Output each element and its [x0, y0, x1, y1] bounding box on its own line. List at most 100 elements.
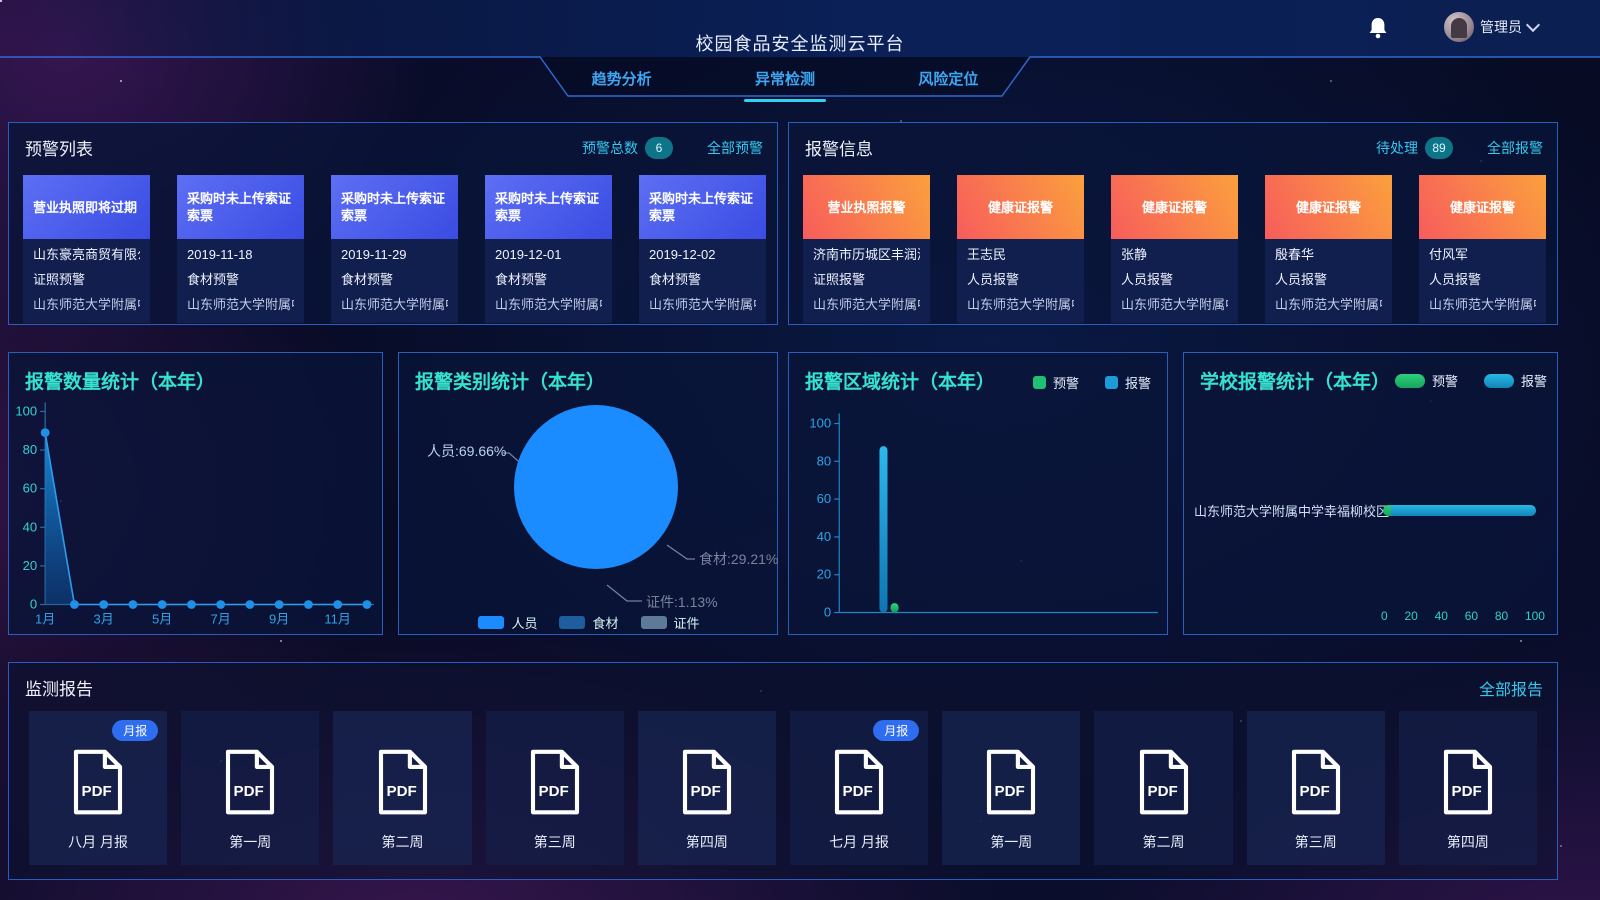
alarm-card-line2: 人员报警 [967, 272, 1020, 287]
page-title: 校园食品安全监测云平台 [695, 34, 905, 54]
alarm-card-title: 营业执照报警 [803, 175, 930, 239]
alarm-card-title: 健康证报警 [1111, 175, 1238, 239]
tab-label: 风险定位 [918, 70, 979, 88]
report-card[interactable]: 月报 PDF 七月 月报 [790, 711, 929, 865]
svg-text:3月: 3月 [94, 612, 114, 627]
report-card[interactable]: PDF 第三周 [485, 711, 624, 865]
pie-legend: 人员 食材 证件 [399, 613, 779, 632]
alarm-card[interactable]: 营业执照报警 济南市历城区丰润源... 证照报警 山东师范大学附属中... [803, 175, 930, 323]
alarm-region-chart-panel: 报警区域统计（本年） 预警 报警 0 20 40 60 80 100 [788, 352, 1168, 635]
alarm-pending-badge: 89 [1425, 136, 1453, 159]
pie-label-cert: 证件:1.13% [646, 594, 718, 610]
alarm-card-line3: 山东师范大学附属中... [1121, 297, 1228, 312]
warning-card-line3: 山东师范大学附属中... [649, 297, 756, 312]
pdf-icon: PDF [226, 749, 275, 815]
tab-label: 异常检测 [754, 70, 815, 88]
svg-text:PDF: PDF [538, 783, 568, 800]
user-menu[interactable]: 管理员 [1444, 12, 1541, 42]
warning-card-line2: 食材预警 [649, 272, 702, 287]
reports-panel: 监测报告 全部报告 月报 PDF 八月 月报 PDF 第一周 PDF 第二周 [8, 662, 1558, 880]
warning-card-line3: 山东师范大学附属中... [495, 297, 602, 312]
svg-text:PDF: PDF [995, 783, 1025, 800]
alarm-count-chart-title: 报警数量统计（本年） [25, 372, 216, 393]
legend-item-alarm[interactable]: 报警 [1104, 373, 1151, 392]
alarm-region-chart-title: 报警区域统计（本年） [805, 372, 996, 393]
report-label: 第三周 [533, 834, 576, 850]
svg-text:PDF: PDF [1147, 783, 1177, 800]
legend-item-cert[interactable]: 证件 [640, 613, 700, 632]
warning-cards: 营业执照即将过期 山东豪亮商贸有限公司 证照预警 山东师范大学附属中... 采购… [23, 175, 766, 323]
report-cards: 月报 PDF 八月 月报 PDF 第一周 PDF 第二周 PDF [29, 711, 1538, 865]
alarm-card-title: 健康证报警 [1265, 175, 1392, 239]
warning-card-line2: 证照预警 [33, 272, 86, 287]
svg-text:PDF: PDF [386, 783, 416, 800]
tab-risk-location[interactable]: 风险定位 [916, 64, 980, 93]
report-card[interactable]: PDF 第二周 [333, 711, 472, 865]
warning-card-line2: 食材预警 [341, 272, 394, 287]
svg-text:80: 80 [23, 442, 38, 457]
report-card[interactable]: PDF 第三周 [1246, 711, 1385, 865]
alarm-card[interactable]: 健康证报警 王志民 人员报警 山东师范大学附属中... [957, 175, 1084, 323]
user-name: 管理员 [1480, 19, 1522, 35]
warning-card[interactable]: 采购时未上传索证索票 2019-11-29 食材预警 山东师范大学附属中... [331, 175, 458, 323]
report-label: 第二周 [1142, 834, 1185, 850]
svg-text:PDF: PDF [690, 783, 720, 800]
svg-text:PDF: PDF [843, 783, 873, 800]
warning-card[interactable]: 采购时未上传索证索票 2019-12-01 食材预警 山东师范大学附属中... [485, 175, 612, 323]
school-name-label: 山东师范大学附属中学幸福柳校区 [1194, 504, 1390, 519]
alarm-card[interactable]: 健康证报警 张静 人员报警 山东师范大学附属中... [1111, 175, 1238, 323]
alarm-cards: 营业执照报警 济南市历城区丰润源... 证照报警 山东师范大学附属中... 健康… [803, 175, 1546, 323]
school-bar-row: 山东师范大学附属中学幸福柳校区 [1194, 501, 1545, 520]
alarm-card-line3: 山东师范大学附属中... [813, 297, 920, 312]
report-card[interactable]: PDF 第一周 [181, 711, 320, 865]
legend-item-food[interactable]: 食材 [559, 613, 619, 632]
report-badge: 月报 [112, 720, 159, 741]
alarm-card-line1: 张静 [1121, 247, 1148, 262]
report-card[interactable]: 月报 PDF 八月 月报 [29, 711, 168, 865]
all-warnings-link[interactable]: 全部预警 [707, 139, 763, 156]
school-alarm-chart-panel: 学校报警统计（本年） 预警 报警 山东师范大学附属中学幸福柳校区 0 20 40 60… [1183, 352, 1558, 635]
alarm-card[interactable]: 健康证报警 付风军 人员报警 山东师范大学附属中... [1419, 175, 1546, 323]
legend-item-warning[interactable]: 预警 [1394, 371, 1458, 390]
legend-item-warning[interactable]: 预警 [1032, 373, 1079, 392]
warning-card-line2: 食材预警 [187, 272, 240, 287]
warning-card-title: 采购时未上传索证索票 [485, 175, 612, 239]
warning-card-title: 采购时未上传索证索票 [639, 175, 766, 239]
alarm-card[interactable]: 健康证报警 殷春华 人员报警 山东师范大学附属中... [1265, 175, 1392, 323]
pdf-icon: PDF [1291, 749, 1340, 815]
pdf-icon: PDF [1443, 749, 1492, 815]
reports-panel-title: 监测报告 [25, 680, 93, 699]
legend-item-alarm[interactable]: 报警 [1483, 371, 1547, 390]
report-card[interactable]: PDF 第二周 [1094, 711, 1233, 865]
pdf-icon: PDF [1139, 749, 1188, 815]
svg-text:60: 60 [817, 491, 832, 506]
warning-card[interactable]: 采购时未上传索证索票 2019-11-18 食材预警 山东师范大学附属中... [177, 175, 304, 323]
report-card[interactable]: PDF 第四周 [637, 711, 777, 865]
report-card[interactable]: PDF 第一周 [942, 711, 1081, 865]
alarm-card-line3: 山东师范大学附属中... [1275, 297, 1382, 312]
warning-card[interactable]: 营业执照即将过期 山东豪亮商贸有限公司 证照预警 山东师范大学附属中... [23, 175, 150, 323]
tab-trend-analysis[interactable]: 趋势分析 [590, 64, 654, 93]
svg-text:40: 40 [817, 529, 832, 544]
notification-bell-icon[interactable] [1368, 17, 1388, 39]
all-alarms-link[interactable]: 全部报警 [1487, 139, 1543, 156]
school-chart-x-axis: 0 20 40 60 80 100 [1381, 609, 1545, 623]
alarm-info-panel: 报警信息 待处理 89 全部报警 营业执照报警 济南市历城区丰润源... 证照报… [788, 122, 1558, 325]
warning-card[interactable]: 采购时未上传索证索票 2019-12-02 食材预警 山东师范大学附属中... [639, 175, 766, 323]
svg-text:PDF: PDF [234, 783, 264, 800]
tab-anomaly-detection[interactable]: 异常检测 [743, 64, 826, 102]
svg-text:20: 20 [817, 567, 832, 582]
tab-label: 趋势分析 [591, 70, 652, 88]
warning-card-line1: 2019-12-01 [495, 247, 562, 262]
all-reports-link[interactable]: 全部报告 [1478, 681, 1543, 699]
warning-card-line3: 山东师范大学附属中... [341, 297, 448, 312]
legend-item-person[interactable]: 人员 [478, 613, 537, 632]
svg-text:80: 80 [817, 453, 832, 468]
main-tabs: 趋势分析 异常检测 风险定位 [540, 60, 1030, 102]
svg-text:20: 20 [23, 558, 38, 573]
warning-card-line1: 2019-11-18 [187, 247, 253, 262]
report-card[interactable]: PDF 第四周 [1398, 711, 1538, 865]
alarm-card-title: 健康证报警 [1419, 175, 1546, 239]
alarm-card-line1: 殷春华 [1275, 247, 1315, 262]
